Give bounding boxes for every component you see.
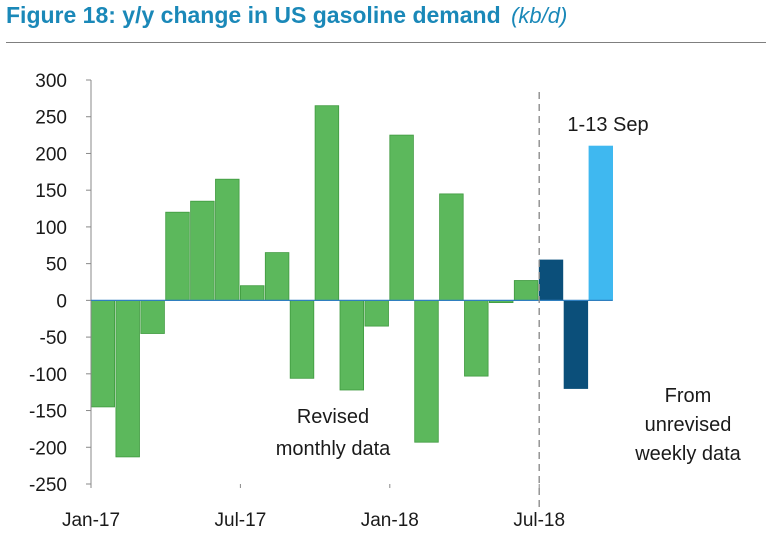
bar-jan-17	[90, 299, 116, 408]
bar-sep-18	[588, 145, 614, 301]
bar-may-17	[190, 200, 215, 301]
x-axis: Jan-17 Jul-17 Jan-18 Jul-18	[62, 299, 613, 531]
bar-apr-18	[464, 299, 489, 377]
bar-jan-18	[389, 134, 414, 301]
bar-mar-17	[140, 299, 165, 334]
bar-aug-18	[563, 299, 589, 389]
figure-title-main: Figure 18: y/y change in US gasoline dem…	[6, 2, 501, 28]
revised-label-line-2: monthly data	[276, 438, 391, 460]
bar-dec-17	[364, 299, 389, 327]
title-divider	[6, 42, 766, 43]
y-tick-label: -100	[29, 365, 67, 386]
bar-apr-17	[165, 211, 190, 301]
y-tick-label: 150	[35, 181, 67, 202]
y-tick-label: -200	[29, 438, 67, 459]
revised-label-line-1: Revised	[297, 406, 369, 428]
bar-jul-18	[538, 259, 564, 301]
y-tick-label: 250	[35, 108, 67, 129]
x-tick-label: Jul-17	[215, 510, 267, 531]
bar-jul-17	[239, 285, 265, 301]
weekly-label-line-2: unrevised	[645, 414, 732, 436]
bar-nov-17	[339, 299, 365, 391]
annotations: Revised monthly data 1-13 Sep From unrev…	[276, 114, 742, 465]
bar-feb-18	[414, 299, 439, 443]
y-tick-label: -150	[29, 402, 67, 423]
x-tick-label: Jan-18	[361, 510, 419, 531]
bars-group	[90, 105, 614, 458]
x-tick-label: Jul-18	[513, 510, 565, 531]
y-tick-label: -50	[40, 328, 67, 349]
bar-jun-17	[215, 178, 240, 301]
x-tick-label: Jan-17	[62, 510, 120, 531]
y-tick-label: 50	[46, 255, 67, 276]
bar-mar-18	[439, 193, 464, 301]
y-tick-label: -250	[29, 475, 67, 496]
figure-title-unit: (kb/d)	[511, 3, 568, 28]
partial-month-label: 1-13 Sep	[567, 114, 648, 136]
y-tick-label: 200	[35, 144, 67, 165]
weekly-label-line-1: From	[665, 385, 712, 407]
bar-aug-17	[264, 252, 290, 301]
y-tick-label: 0	[56, 291, 67, 312]
y-axis: 300 250 200 150 100 50 0 -50 -100 -150 -200 -250	[29, 71, 92, 496]
figure-title: Figure 18: y/y change in US gasoline dem…	[6, 2, 567, 29]
bar-jun-18	[513, 280, 539, 301]
weekly-label-line-3: weekly data	[634, 443, 741, 465]
bar-feb-17	[115, 299, 140, 458]
y-tick-label: 300	[35, 71, 67, 92]
bar-sep-17	[289, 299, 315, 379]
bar-oct-17	[314, 105, 340, 301]
y-tick-label: 100	[35, 218, 67, 239]
